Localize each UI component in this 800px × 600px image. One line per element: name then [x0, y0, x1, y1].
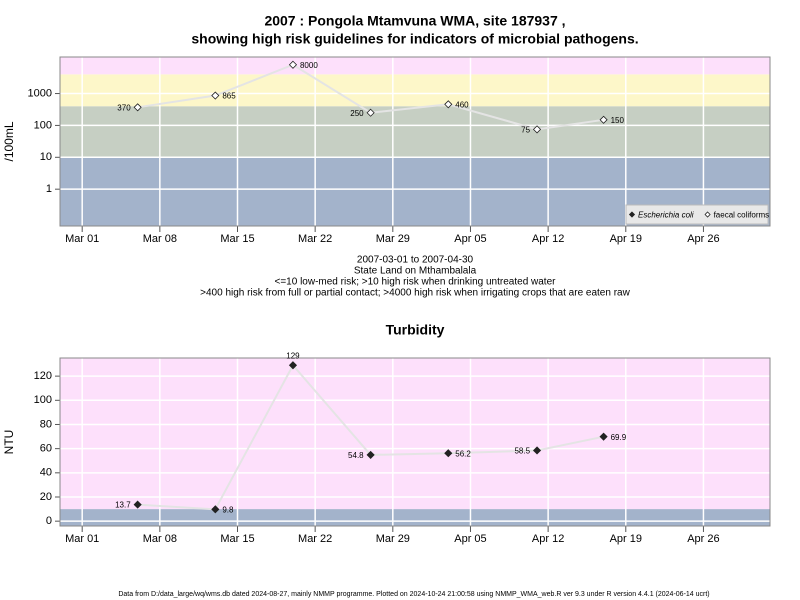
- legend-box: [625, 204, 769, 225]
- legend-marker: [628, 211, 636, 218]
- value-label: 9.8: [222, 505, 234, 514]
- y-axis-label: /100mL: [2, 121, 16, 161]
- x-tick-label: Apr 05: [454, 533, 486, 545]
- data-point: [444, 449, 453, 458]
- data-point: [211, 505, 220, 514]
- data-point: [288, 60, 298, 69]
- data-point: [366, 450, 375, 459]
- x-tick-label: Mar 22: [298, 533, 332, 545]
- x-tick-label: Mar 01: [65, 233, 99, 245]
- value-label: 370: [117, 103, 131, 112]
- data-point: [288, 361, 298, 370]
- data-point: [211, 91, 220, 100]
- data-point: [444, 100, 453, 109]
- x-tick-label: Apr 26: [687, 233, 719, 245]
- x-tick-label: Mar 15: [220, 533, 254, 545]
- y-tick-label: 100: [34, 119, 52, 131]
- value-label: 8000: [300, 61, 318, 70]
- x-tick-label: Mar 08: [143, 533, 177, 545]
- value-label: 129: [286, 351, 300, 360]
- value-label: 865: [222, 92, 236, 101]
- risk-band: [60, 74, 770, 107]
- x-tick-label: Apr 05: [454, 233, 486, 245]
- value-label: 13.7: [115, 501, 131, 510]
- y-tick-label: 1: [46, 183, 52, 195]
- risk-band: [60, 57, 770, 75]
- note: >400 high risk from full or partial cont…: [200, 288, 630, 299]
- x-tick-label: Mar 29: [376, 233, 410, 245]
- note: State Land on Mthambalala: [354, 266, 477, 277]
- x-tick-label: Apr 19: [610, 533, 642, 545]
- value-label: 150: [611, 116, 625, 125]
- x-tick-label: Mar 29: [376, 533, 410, 545]
- data-point: [133, 500, 142, 509]
- data-point: [599, 115, 608, 124]
- note: 2007-03-01 to 2007-04-30: [357, 255, 474, 266]
- risk-band: [60, 358, 770, 510]
- data-point: [532, 125, 542, 134]
- y-tick-label: 0: [46, 515, 52, 527]
- chart-title: Turbidity: [386, 322, 445, 338]
- x-tick-label: Apr 19: [610, 233, 642, 245]
- data-point: [599, 432, 608, 441]
- x-tick-label: Apr 26: [687, 533, 719, 545]
- plot-frame: [59, 357, 771, 527]
- legend-label: Escherichia coli: [638, 211, 694, 220]
- legend-marker: [704, 211, 711, 218]
- value-label: 58.5: [514, 447, 530, 456]
- note: <=10 low-med risk; >10 high risk when dr…: [275, 277, 557, 288]
- x-tick-label: Mar 01: [65, 533, 99, 545]
- value-label: 69.9: [611, 433, 627, 442]
- x-tick-label: Apr 12: [532, 533, 564, 545]
- plot-frame: [59, 56, 771, 227]
- value-label: 460: [455, 100, 469, 109]
- value-label: 250: [350, 109, 364, 118]
- footer: Data from D:/data_large/wq/wms.db dated …: [118, 591, 709, 598]
- legend-label: faecal coliforms: [714, 211, 770, 220]
- x-tick-label: Mar 15: [220, 233, 254, 245]
- data-point: [532, 446, 542, 455]
- y-tick-label: 10: [40, 151, 52, 163]
- y-tick-label: 60: [40, 443, 52, 455]
- chart-title: showing high risk guidelines for indicat…: [191, 31, 638, 47]
- x-tick-label: Mar 22: [298, 233, 332, 245]
- y-tick-label: 100: [34, 394, 52, 406]
- y-tick-label: 120: [34, 370, 52, 382]
- x-tick-label: Mar 08: [143, 233, 177, 245]
- value-label: 54.8: [348, 451, 364, 460]
- risk-band: [60, 509, 770, 526]
- y-tick-label: 1000: [28, 87, 52, 99]
- y-tick-label: 40: [40, 467, 52, 479]
- y-axis-label: NTU: [2, 430, 16, 455]
- risk-band: [60, 106, 770, 158]
- y-tick-label: 20: [40, 491, 52, 503]
- y-tick-label: 80: [40, 418, 52, 430]
- chart-title: 2007 : Pongola Mtamvuna WMA, site 187937…: [264, 13, 565, 29]
- value-label: 56.2: [455, 449, 471, 458]
- value-label: 75: [521, 126, 530, 135]
- data-point: [133, 103, 142, 112]
- x-tick-label: Apr 12: [532, 233, 564, 245]
- data-point: [366, 108, 375, 117]
